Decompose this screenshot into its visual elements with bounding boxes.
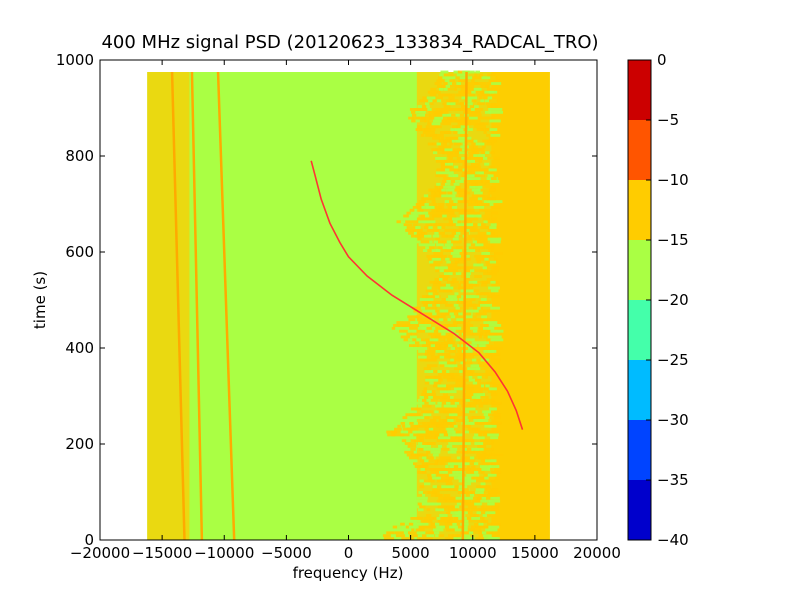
x-tick-label: −5000 [261,544,312,562]
colorbar-segment [628,480,651,540]
colorbar-tick-label: −25 [657,351,689,369]
x-axis-ticks: −20000 −15000 −10000 −5000 0 5000 10000 15000 20… [70,60,621,562]
doppler-signal-trace [310,160,524,430]
x-tick-label: 10000 [449,544,497,562]
colorbar-segment [628,420,651,480]
colorbar-tick-label: −5 [657,111,679,129]
y-tick-label: 0 [84,531,94,549]
x-tick-label: −20000 [70,544,130,562]
y-tick-label: 400 [65,339,94,357]
colorbar-segment [628,180,651,240]
heatmap-vertical-line [216,71,236,540]
colorbar-tick-label: 0 [657,51,667,69]
y-tick-label: 600 [65,243,94,261]
y-tick-label: 200 [65,435,94,453]
colorbar-tick-label: −40 [657,531,689,549]
plot-area [147,70,550,540]
heatmap-vertical-line [461,71,468,540]
x-tick-label: 5000 [392,544,430,562]
y-axis-ticks: 0 200 400 600 800 1000 [56,51,597,549]
colorbar-tick-label: −20 [657,291,689,309]
x-tick-label: 15000 [511,544,559,562]
x-tick-label: −15000 [132,544,192,562]
heatmap-vertical-line [170,71,186,540]
colorbar-segment [628,120,651,180]
y-axis-label: time (s) [31,271,49,329]
y-tick-label: 800 [65,147,94,165]
colorbar-ticks: −40 −35 −30 −25 −20 −15 −10 −5 0 [646,51,689,549]
chart-title: 400 MHz signal PSD (20120623_133834_RADC… [101,32,598,53]
colorbar [627,59,652,541]
x-tick-label: 0 [344,544,354,562]
colorbar-segment [628,60,651,120]
colorbar-tick-label: −35 [657,471,689,489]
colorbar-tick-label: −30 [657,411,689,429]
colorbar-segment [628,360,651,420]
y-tick-label: 1000 [56,51,94,69]
colorbar-segment [628,300,651,360]
colorbar-tick-label: −10 [657,171,689,189]
x-tick-label: 20000 [573,544,621,562]
colorbar-tick-label: −15 [657,231,689,249]
heatmap-noise-band [491,72,550,540]
x-axis-label: frequency (Hz) [293,564,404,582]
heatmap-vertical-line [190,71,204,540]
x-tick-label: −10000 [194,544,254,562]
colorbar-segment [628,240,651,300]
